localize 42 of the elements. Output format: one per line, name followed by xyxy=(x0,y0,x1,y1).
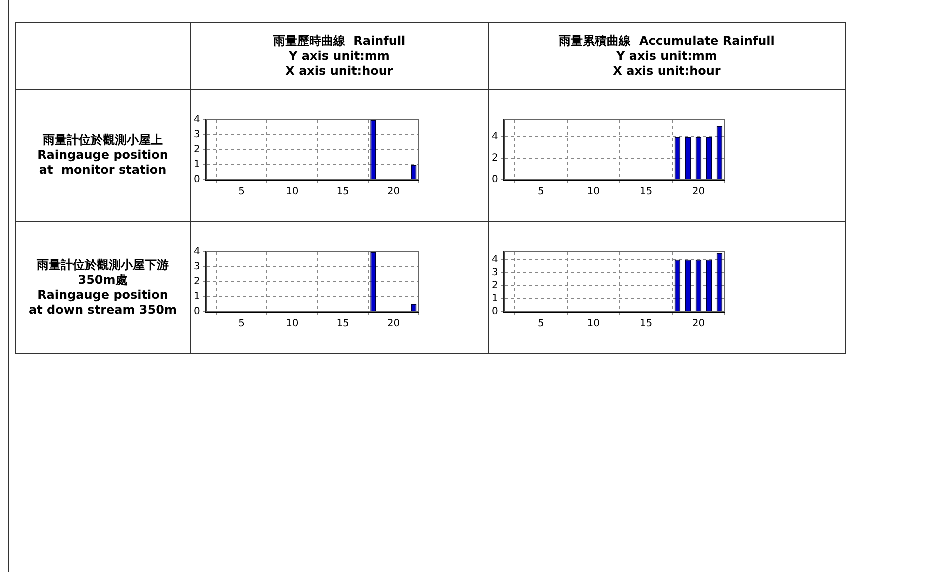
y-tick-label: 2 xyxy=(194,276,200,288)
y-tick-label: 4 xyxy=(492,254,498,265)
x-tick-label: 5 xyxy=(238,318,245,330)
x-tick-label: 20 xyxy=(387,318,400,330)
y-tick-label: 3 xyxy=(194,261,200,272)
x-tick-label: 10 xyxy=(286,318,299,330)
x-tick-label: 20 xyxy=(692,186,706,198)
y-tick-label: 1 xyxy=(194,159,200,170)
x-axis-title: X axis unit:hour xyxy=(612,64,722,78)
x-tick-label: 5 xyxy=(238,186,245,198)
y-axis-title: Y axis unit:mm xyxy=(616,48,718,64)
y-tick-label: 4 xyxy=(492,131,498,142)
x-tick-label: 15 xyxy=(336,318,350,330)
y-tick-label: 0 xyxy=(194,306,200,318)
y-tick-label: 1 xyxy=(194,291,200,302)
y-tick-label: 4 xyxy=(194,114,200,126)
x-tick-label: 20 xyxy=(387,186,400,198)
x-tick-label: 20 xyxy=(692,318,706,330)
y-tick-label: 3 xyxy=(194,129,200,140)
x-axis-title: X axis unit:hour xyxy=(284,64,394,78)
x-tick-label: 15 xyxy=(336,186,350,198)
text: 雨量計位於觀測小屋上 Raingauge position at monitor station xyxy=(16,90,190,222)
x-tick-label: 10 xyxy=(587,186,600,198)
text: 雨量計位於觀測小屋下游 350m處 Raingauge position at down stream 350m xyxy=(16,222,190,354)
chart-title: 雨量歷時曲線 Rainfull xyxy=(272,34,407,48)
x-tick-label: 10 xyxy=(286,186,299,198)
x-tick-label: 10 xyxy=(587,318,600,330)
y-tick-label: 0 xyxy=(194,174,200,186)
y-tick-label: 0 xyxy=(492,174,498,186)
x-tick-label: 15 xyxy=(640,186,653,198)
y-tick-label: 2 xyxy=(492,280,498,292)
x-tick-label: 5 xyxy=(538,186,544,198)
y-tick-label: 4 xyxy=(194,246,200,258)
x-tick-label: 5 xyxy=(538,318,544,330)
y-tick-label: 1 xyxy=(492,293,498,304)
chart-title: 雨量累積曲線 Accumulate Rainfull xyxy=(558,34,776,48)
y-tick-label: 2 xyxy=(194,144,200,156)
y-tick-label: 0 xyxy=(492,306,498,318)
x-tick-label: 15 xyxy=(640,318,653,330)
y-tick-label: 2 xyxy=(492,152,498,164)
y-tick-label: 3 xyxy=(492,266,498,278)
y-axis-title: Y axis unit:mm xyxy=(288,48,391,64)
